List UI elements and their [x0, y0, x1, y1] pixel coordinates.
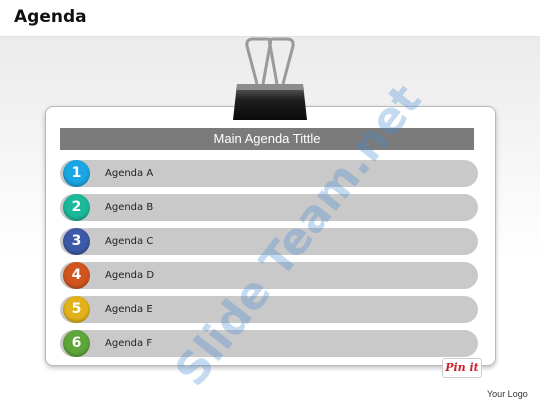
slide-title: Agenda	[14, 7, 87, 27]
slide-header: Agenda	[0, 0, 540, 37]
agenda-item-label: Agenda B	[105, 202, 154, 213]
agenda-list: 1 Agenda A 2 Agenda B 3 Agenda C 4 Agend…	[60, 160, 478, 357]
agenda-banner: Main Agenda Tittle	[60, 128, 474, 150]
binder-clip-icon	[233, 37, 307, 120]
agenda-item: 3 Agenda C	[60, 228, 478, 255]
agenda-number-badge: 5	[63, 296, 90, 323]
agenda-number-badge: 4	[63, 262, 90, 289]
agenda-item-label: Agenda C	[105, 236, 154, 247]
agenda-item: 6 Agenda F	[60, 330, 478, 357]
agenda-item: 5 Agenda E	[60, 296, 478, 323]
agenda-number-badge: 2	[63, 194, 90, 221]
agenda-number-badge: 3	[63, 228, 90, 255]
agenda-item: 1 Agenda A	[60, 160, 478, 187]
agenda-item-label: Agenda F	[105, 338, 153, 349]
agenda-number-badge: 1	[63, 160, 90, 187]
agenda-item: 4 Agenda D	[60, 262, 478, 289]
agenda-item-label: Agenda A	[105, 168, 154, 179]
agenda-number-badge: 6	[63, 330, 90, 357]
footer-logo: Your Logo	[487, 389, 528, 399]
agenda-board: Main Agenda Tittle 1 Agenda A 2 Agenda B…	[45, 106, 496, 366]
agenda-item: 2 Agenda B	[60, 194, 478, 221]
pin-it-button[interactable]: Pin it	[442, 358, 482, 378]
agenda-item-label: Agenda E	[105, 304, 153, 315]
agenda-item-label: Agenda D	[105, 270, 155, 281]
